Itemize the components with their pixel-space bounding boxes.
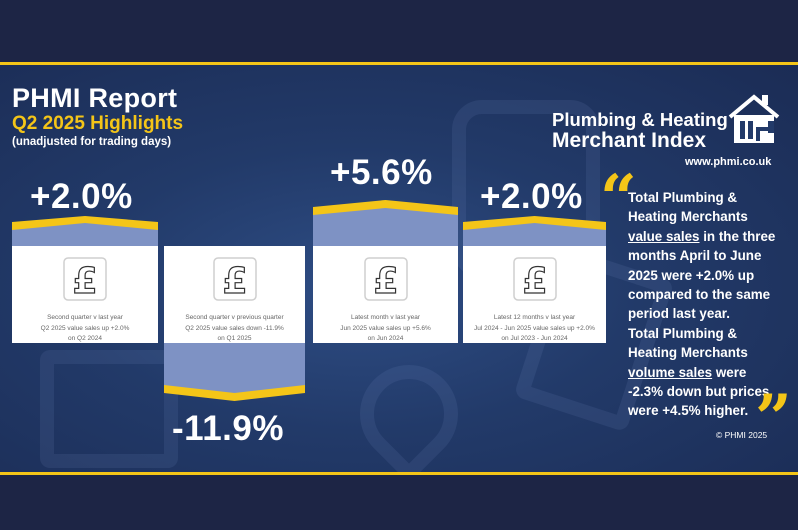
card-1-line3: on Q2 2024 [68, 335, 102, 342]
logo-url[interactable]: www.phmi.co.uk [685, 156, 772, 168]
quote-underline: volume sales [628, 364, 713, 380]
card-4-line3: on Jul 2023 - Jun 2024 [501, 335, 568, 342]
card-1-line2: Q2 2025 value sales up +2.0% [40, 325, 130, 332]
card-4-percentage: +2.0% [480, 177, 583, 216]
house-tap-logo-icon [728, 94, 780, 143]
close-quote-mark: ” [755, 381, 792, 456]
card-2-line1: Second quarter v previous quarter [185, 314, 284, 321]
quote-line-rest: were [712, 364, 747, 380]
quote-line: -2.3% down but prices [628, 384, 770, 400]
logo-line2: Merchant Index [552, 129, 707, 152]
bottom-gold-line [0, 472, 798, 475]
card-3-line3: on Jun 2024 [367, 335, 404, 342]
main-panel: PHMI Report Q2 2025 Highlights (unadjust… [0, 65, 798, 472]
card-4-up-banner [463, 216, 606, 246]
top-band [0, 0, 798, 62]
svg-text:£: £ [522, 261, 547, 302]
page-note: (unadjusted for trading days) [12, 136, 172, 148]
card-4-line2: Jul 2024 - Jun 2025 value sales up +2.0% [474, 325, 595, 332]
logo-line1: Plumbing & Heating [552, 109, 728, 130]
quote-line: compared to the same [628, 287, 771, 303]
ghost-flame-shape [339, 344, 479, 472]
card-3-line2: Jun 2025 value sales up +5.6% [340, 325, 431, 332]
svg-text:£: £ [222, 261, 247, 302]
quote-line: volume sales were [628, 363, 788, 382]
card-3-line1: Latest month v last year [350, 314, 420, 321]
bottom-band [0, 475, 798, 530]
card-4-line1: Latest 12 months v last year [493, 314, 576, 321]
pound-icon: £ [63, 257, 107, 302]
quote-line: value sales in the three [628, 227, 788, 246]
card-1-line1: Second quarter v last year [47, 314, 123, 321]
quote-line-rest: in the three [699, 228, 776, 244]
card-2-line2: Q2 2025 value sales down -11.9% [185, 325, 284, 332]
quote-line: Heating Merchants [628, 345, 748, 361]
svg-text:£: £ [373, 261, 398, 302]
quote-line: were +4.5% higher. [628, 403, 749, 419]
quote-text: Total Plumbing & Heating Merchants value… [628, 188, 788, 421]
card-1-up-banner [12, 216, 158, 246]
quote-line: months April to June [628, 248, 762, 264]
copyright: © PHMI 2025 [716, 430, 768, 440]
quote-line: 2025 were +2.0% up [628, 267, 755, 283]
card-3-percentage: +5.6% [330, 153, 433, 192]
card-4: £ Latest 12 months v last year Jul 2024 … [463, 246, 606, 343]
card-2-down-banner [164, 343, 305, 401]
page-subtitle: Q2 2025 Highlights [12, 113, 184, 134]
card-2: £ Second quarter v previous quarter Q2 2… [164, 246, 305, 343]
card-1: £ Second quarter v last year Q2 2025 val… [12, 246, 158, 343]
card-2-percentage: -11.9% [172, 409, 284, 448]
card-3-up-banner [313, 200, 458, 246]
pound-icon: £ [363, 257, 408, 302]
card-1-percentage: +2.0% [30, 177, 133, 216]
pound-icon: £ [512, 257, 557, 302]
pound-icon: £ [212, 257, 257, 302]
card-2-line3: on Q1 2025 [217, 335, 252, 342]
open-quote-mark: “ [600, 161, 637, 236]
quote-line: Total Plumbing & [628, 325, 738, 341]
top-gold-line [0, 62, 798, 65]
quote-line: Total Plumbing & [628, 190, 738, 205]
svg-text:£: £ [72, 261, 97, 302]
quote-line: Heating Merchants [628, 209, 748, 225]
page-title: PHMI Report [12, 83, 178, 113]
quote-line: period last year. [628, 306, 730, 322]
card-3: £ Latest month v last year Jun 2025 valu… [313, 246, 458, 343]
quote-underline: value sales [628, 228, 700, 244]
ghost-pipe-shape [40, 350, 178, 468]
